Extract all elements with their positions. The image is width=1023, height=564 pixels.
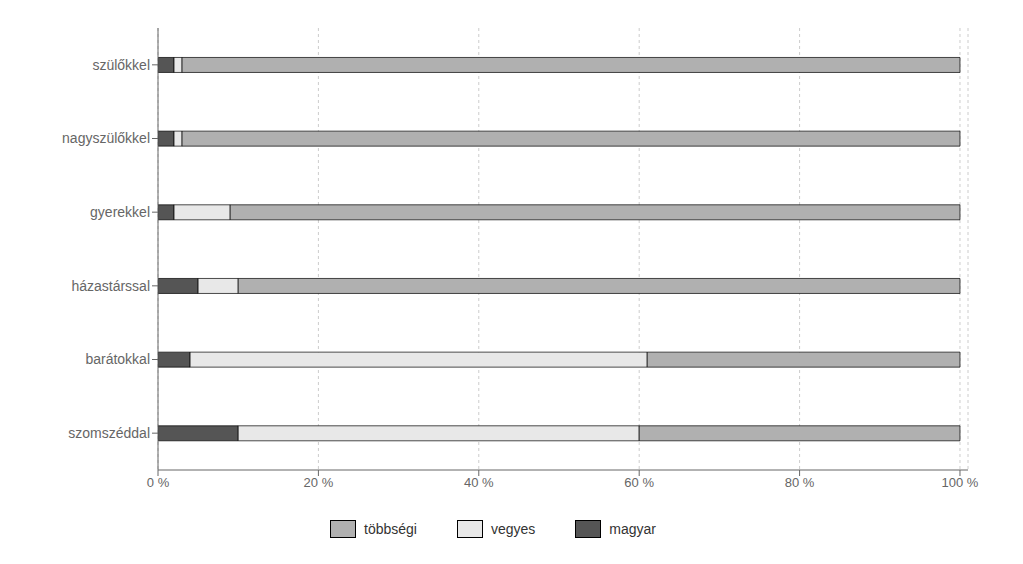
svg-text:szomszéddal: szomszéddal bbox=[68, 425, 150, 441]
svg-text:szülőkkel: szülőkkel bbox=[92, 57, 150, 73]
svg-text:barátokkal: barátokkal bbox=[85, 351, 150, 367]
svg-text:nagyszülőkkel: nagyszülőkkel bbox=[62, 130, 150, 146]
svg-text:20 %: 20 % bbox=[304, 475, 334, 490]
svg-text:80 %: 80 % bbox=[785, 475, 815, 490]
svg-text:0 %: 0 % bbox=[147, 475, 170, 490]
svg-text:60 %: 60 % bbox=[624, 475, 654, 490]
svg-text:házastárssal: házastárssal bbox=[71, 278, 150, 294]
svg-text:40 %: 40 % bbox=[464, 475, 494, 490]
html-text:vegyes: vegyes bbox=[490, 521, 536, 537]
html-text:többségi: többségi bbox=[364, 521, 417, 537]
svg-text:gyerekkel: gyerekkel bbox=[90, 204, 150, 220]
html-text:magyar: magyar bbox=[609, 521, 656, 537]
svg-text:100 %: 100 % bbox=[942, 475, 979, 490]
